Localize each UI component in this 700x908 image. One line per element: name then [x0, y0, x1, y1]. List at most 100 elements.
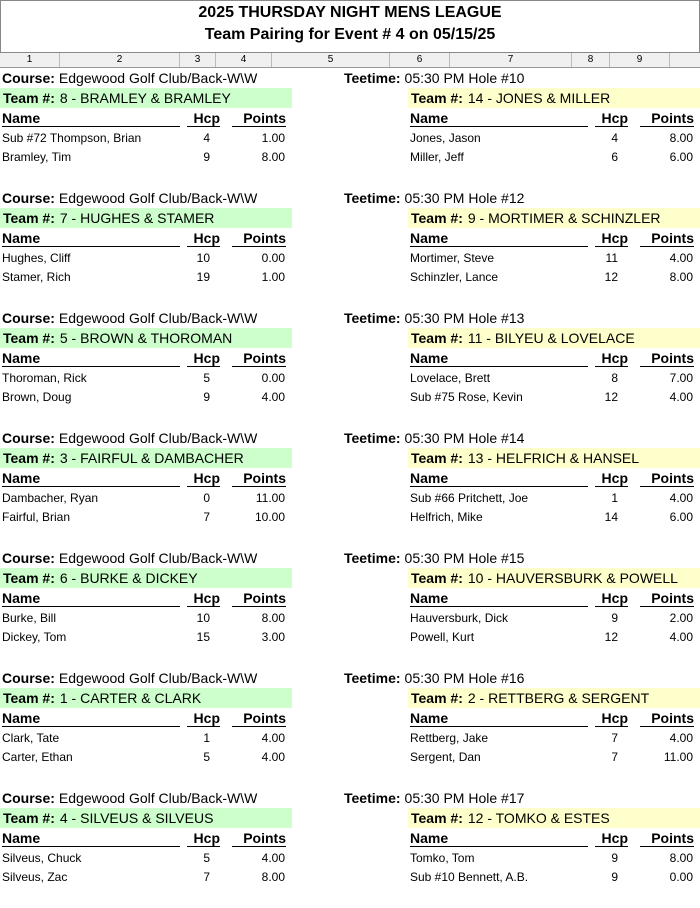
player-points: 8.00	[261, 150, 285, 164]
player-hcp: 5	[203, 750, 210, 764]
player-row: Fairful, Brian 7 10.00 Helfrich, Mike 14 6.00	[0, 507, 700, 527]
hcp-heading: Hcp	[187, 708, 220, 727]
column-letter[interactable]: 1	[0, 53, 60, 67]
right-team-banner: Team #: 12 - TOMKO & ESTES	[408, 808, 700, 828]
player-points: 4.00	[669, 731, 693, 745]
player-row: Dambacher, Ryan 0 11.00 Sub #66 Pritchett, …	[0, 488, 700, 508]
column-letter[interactable]: 4	[216, 53, 272, 67]
hcp-heading: Hcp	[187, 828, 220, 847]
player-hcp: 10	[196, 251, 210, 265]
match-block: Course: Edgewood Golf Club/Back-W\W Teetim…	[0, 788, 700, 908]
points-heading: Points	[232, 108, 286, 127]
player-hcp: 19	[196, 270, 210, 284]
points-heading: Points	[232, 588, 286, 607]
column-letter[interactable]: 8	[572, 53, 610, 67]
left-team-name: Team #: 5 - BROWN & THOROMAN	[0, 328, 232, 348]
right-team-name: Team #: 14 - JONES & MILLER	[408, 88, 610, 108]
player-hcp: 6	[611, 150, 618, 164]
player-name: Sub #75 Rose, Kevin	[410, 390, 523, 404]
column-letter[interactable]: 7	[450, 53, 572, 67]
teetime-group: Teetime: 05:30 PM Hole #15	[344, 548, 524, 568]
left-team-banner: Team #: 5 - BROWN & THOROMAN	[0, 328, 292, 348]
player-hcp: 9	[611, 870, 618, 884]
column-headings: Name Hcp Points Name Hcp Points	[0, 708, 700, 728]
team-label: Team #:	[3, 330, 55, 346]
player-points: 4.00	[669, 630, 693, 644]
team-value: 10 - HAUVERSBURK & POWELL	[467, 570, 678, 586]
column-letter[interactable]: 3	[180, 53, 216, 67]
team-row: Team #: 4 - SILVEUS & SILVEUS Team #: 12 - …	[0, 808, 700, 828]
course-value: Edgewood Golf Club/Back-W\W	[58, 550, 258, 566]
teetime-value: 05:30 PM Hole #10	[404, 70, 525, 86]
name-heading: Name	[410, 708, 588, 727]
teetime-value: 05:30 PM Hole #13	[404, 310, 525, 326]
hcp-heading: Hcp	[595, 588, 628, 607]
player-points: 11.00	[663, 750, 693, 764]
player-hcp: 7	[611, 731, 618, 745]
player-name: Fairful, Brian	[2, 510, 71, 524]
course-value: Edgewood Golf Club/Back-W\W	[58, 790, 258, 806]
teetime-value: 05:30 PM Hole #17	[404, 790, 525, 806]
player-points: 0.00	[261, 251, 285, 265]
right-team-banner: Team #: 2 - RETTBERG & SERGENT	[408, 688, 700, 708]
left-team-name: Team #: 6 - BURKE & DICKEY	[0, 568, 198, 588]
team-label: Team #:	[3, 210, 55, 226]
name-heading: Name	[410, 588, 588, 607]
team-row: Team #: 1 - CARTER & CLARK Team #: 2 - RETT…	[0, 688, 700, 708]
column-headings: Name Hcp Points Name Hcp Points	[0, 348, 700, 368]
course-value: Edgewood Golf Club/Back-W\W	[58, 430, 258, 446]
player-points: 4.00	[261, 750, 285, 764]
player-points: 8.00	[669, 270, 693, 284]
teetime-group: Teetime: 05:30 PM Hole #13	[344, 308, 524, 328]
player-row: Burke, Bill 10 8.00 Hauversburk, Dick 9 2.00	[0, 608, 700, 628]
points-heading: Points	[640, 708, 694, 727]
player-name: Powell, Kurt	[410, 630, 475, 644]
column-letter[interactable]: 5	[272, 53, 390, 67]
right-team-name: Team #: 12 - TOMKO & ESTES	[408, 808, 610, 828]
teetime-group: Teetime: 05:30 PM Hole #10	[344, 68, 524, 88]
player-points: 4.00	[261, 390, 285, 404]
course-value: Edgewood Golf Club/Back-W\W	[58, 70, 258, 86]
column-letter[interactable]: 2	[60, 53, 180, 67]
teetime-label: Teetime:	[344, 550, 401, 566]
player-name: Carter, Ethan	[2, 750, 73, 764]
player-name: Thoroman, Rick	[2, 371, 87, 385]
player-name: Stamer, Rich	[2, 270, 71, 284]
teetime-label: Teetime:	[344, 190, 401, 206]
player-points: 7.00	[669, 371, 693, 385]
player-hcp: 7	[203, 510, 210, 524]
name-heading: Name	[410, 468, 588, 487]
team-label: Team #:	[411, 330, 463, 346]
left-team-banner: Team #: 8 - BRAMLEY & BRAMLEY	[0, 88, 292, 108]
teetime-label: Teetime:	[344, 670, 401, 686]
player-hcp: 12	[604, 270, 618, 284]
teetime-group: Teetime: 05:30 PM Hole #12	[344, 188, 524, 208]
player-points: 0.00	[261, 371, 285, 385]
column-letter[interactable]: 6	[390, 53, 450, 67]
team-value: 11 - BILYEU & LOVELACE	[467, 330, 635, 346]
left-team-banner: Team #: 6 - BURKE & DICKEY	[0, 568, 292, 588]
player-name: Sub #66 Pritchett, Joe	[410, 491, 529, 505]
right-team-name: Team #: 13 - HELFRICH & HANSEL	[408, 448, 639, 468]
right-team-banner: Team #: 14 - JONES & MILLER	[408, 88, 700, 108]
column-letter[interactable]: 9	[610, 53, 670, 67]
hcp-heading: Hcp	[595, 468, 628, 487]
player-row: Silveus, Chuck 5 4.00 Tomko, Tom 9 8.00	[0, 848, 700, 868]
points-heading: Points	[232, 348, 286, 367]
hcp-heading: Hcp	[187, 228, 220, 247]
right-team-name: Team #: 9 - MORTIMER & SCHINZLER	[408, 208, 661, 228]
player-hcp: 4	[203, 131, 210, 145]
player-hcp: 11	[605, 251, 618, 265]
teetime-label: Teetime:	[344, 430, 401, 446]
course-value: Edgewood Golf Club/Back-W\W	[58, 670, 258, 686]
name-heading: Name	[2, 468, 180, 487]
player-name: Hauversburk, Dick	[410, 611, 509, 625]
name-heading: Name	[410, 828, 588, 847]
team-value: 9 - MORTIMER & SCHINZLER	[467, 210, 661, 226]
player-points: 8.00	[261, 611, 285, 625]
player-name: Lovelace, Brett	[410, 371, 491, 385]
team-label: Team #:	[411, 90, 463, 106]
player-hcp: 4	[611, 131, 618, 145]
right-team-name: Team #: 10 - HAUVERSBURK & POWELL	[408, 568, 678, 588]
